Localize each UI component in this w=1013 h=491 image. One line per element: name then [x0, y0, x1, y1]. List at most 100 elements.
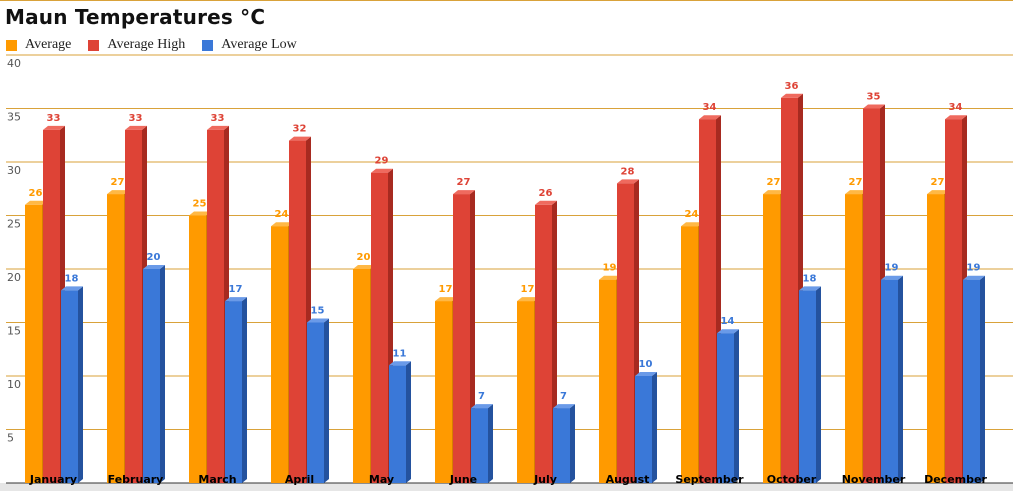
bar-top-average: [763, 190, 785, 195]
bar-average: [763, 194, 780, 483]
x-tick-label: February: [108, 473, 164, 486]
legend-label-average-high: Average High: [107, 37, 186, 52]
bar-average-high: [781, 97, 798, 484]
y-tick-label: 30: [7, 164, 21, 177]
data-label-average-low: 10: [639, 359, 653, 370]
data-label-average-high: 33: [211, 113, 225, 124]
data-label-average: 24: [685, 209, 699, 220]
bar-top-average-high: [699, 115, 721, 120]
bar-top-average: [599, 275, 621, 280]
bar-top-average-high: [289, 136, 311, 141]
chart-title: Maun Temperatures °C: [5, 5, 266, 29]
bar-top-average-high: [43, 125, 65, 130]
legend: Average Average High Average Low: [6, 37, 314, 53]
bar-top-average-low: [717, 329, 739, 334]
bar-average: [107, 194, 124, 483]
bar-average-low: [635, 376, 652, 483]
bar-top-average: [845, 190, 867, 195]
x-tick-label: April: [285, 473, 314, 486]
bar-average-low: [881, 279, 898, 483]
bar-side-average-low: [160, 265, 165, 483]
bar-top-average-high: [617, 179, 639, 184]
legend-item-average-high[interactable]: Average High: [88, 37, 185, 53]
x-tick-label: June: [449, 473, 477, 486]
data-label-average-low: 18: [803, 273, 817, 284]
bar-average: [681, 226, 698, 483]
bar-top-average: [517, 297, 539, 302]
bar-average-low: [717, 333, 734, 483]
bar-side-average-low: [488, 404, 493, 483]
bar-average-high: [617, 183, 634, 483]
bar-average: [599, 279, 616, 483]
bar-side-average-low: [734, 329, 739, 483]
legend-item-average[interactable]: Average: [6, 37, 71, 53]
bar-top-average-low: [881, 275, 903, 280]
data-label-average-low: 17: [229, 284, 243, 295]
x-tick-label: March: [198, 473, 236, 486]
bar-top-average-low: [143, 265, 165, 269]
data-label-average-low: 7: [478, 391, 485, 402]
top-rule: [0, 0, 1013, 1]
data-label-average-high: 36: [785, 81, 799, 92]
bar-top-average: [271, 222, 293, 227]
bar-side-average-low: [324, 318, 329, 483]
data-label-average: 27: [849, 177, 863, 188]
bar-average-low: [389, 365, 406, 483]
x-tick-label: September: [675, 473, 744, 486]
bar-top-average-low: [963, 275, 985, 280]
x-tick-label: August: [606, 473, 650, 486]
bar-average-high: [289, 140, 306, 483]
x-tick-label: November: [842, 473, 906, 486]
data-label-average-low: 18: [65, 273, 79, 284]
data-label-average-high: 34: [703, 102, 717, 113]
bar-average: [435, 301, 452, 483]
bar-top-average-high: [453, 190, 475, 195]
data-label-average-high: 33: [47, 113, 61, 124]
bar-average-high: [535, 204, 552, 484]
bar-average-high: [453, 194, 470, 483]
bar-average: [271, 226, 288, 483]
y-tick-label: 25: [7, 218, 21, 231]
bar-top-average-high: [535, 200, 557, 205]
bar-average-low: [553, 408, 570, 483]
data-label-average-high: 26: [539, 188, 553, 199]
data-label-average-low: 19: [967, 263, 981, 274]
x-tick-label: May: [369, 473, 394, 486]
data-label-average-high: 35: [867, 92, 881, 103]
data-label-average-low: 7: [560, 391, 567, 402]
bar-top-average: [681, 222, 703, 227]
bar-average: [927, 194, 944, 483]
bar-top-average-high: [207, 125, 229, 130]
bar-top-average-low: [225, 297, 247, 302]
y-tick-label: 40: [7, 57, 21, 70]
y-tick-label: 35: [7, 111, 21, 124]
bar-top-average-high: [863, 104, 885, 109]
bar-side-average-low: [898, 275, 903, 483]
y-tick-label: 20: [7, 271, 21, 284]
data-label-average-low: 11: [393, 348, 407, 359]
data-label-average-high: 29: [375, 156, 389, 167]
data-label-average: 25: [193, 199, 207, 210]
legend-item-average-low[interactable]: Average Low: [202, 37, 297, 53]
y-tick-label: 15: [7, 325, 21, 338]
bar-side-average-low: [980, 275, 985, 483]
legend-swatch-average-low: [202, 39, 214, 51]
data-label-average: 17: [439, 284, 453, 295]
data-label-average-low: 14: [721, 316, 735, 327]
data-label-average-low: 15: [311, 306, 325, 317]
data-label-average-high: 34: [949, 102, 963, 113]
bar-side-average-low: [78, 286, 83, 483]
bar-average-low: [61, 290, 78, 483]
bar-average: [353, 269, 370, 483]
bar-top-average-high: [125, 125, 147, 130]
data-label-average-high: 28: [621, 166, 635, 177]
bar-top-average-low: [635, 372, 657, 376]
bar-top-average-low: [307, 318, 329, 323]
legend-label-average: Average: [25, 37, 72, 52]
bar-average-high: [207, 129, 224, 483]
bar-average-high: [699, 119, 716, 483]
data-label-average: 17: [521, 284, 535, 295]
bar-average-low: [799, 290, 816, 483]
bar-top-average: [927, 190, 949, 195]
bar-average-high: [863, 108, 880, 483]
